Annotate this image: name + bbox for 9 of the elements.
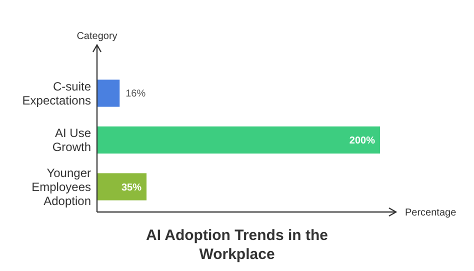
y-axis-title: Category [76,31,118,42]
y-tick-label: AI Use Growth [52,126,92,154]
y-tick-label: C-suite Expectations [22,79,92,108]
data-label: 16% [126,88,146,100]
x-axis-title: Percentage [405,208,457,218]
data-label: 35% [122,182,142,194]
data-label: 200% [349,136,376,146]
y-tick-label: Younger Employees Adoption [32,166,91,208]
text: AI Adoption Trends in the Workplace [146,227,328,263]
